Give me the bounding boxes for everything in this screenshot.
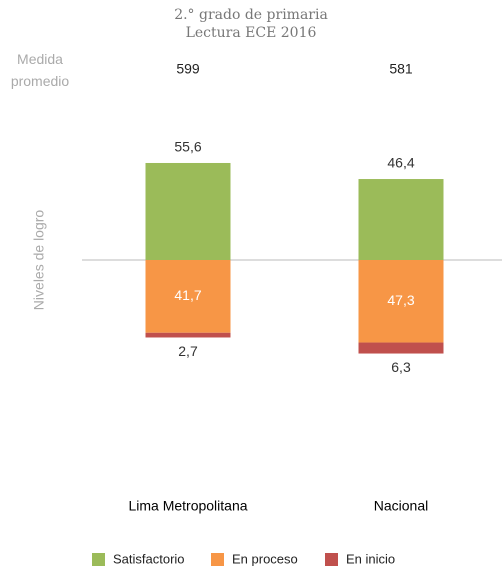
average-label: Medida promedio: [10, 51, 70, 89]
x-tick-label: Lima Metropolitana: [128, 498, 247, 514]
data-label: 41,7: [174, 287, 201, 303]
average-value: 581: [389, 61, 413, 77]
data-label: 46,4: [387, 155, 414, 171]
chart-subtitle: Lectura ECE 2016: [186, 25, 317, 41]
y-axis-label: Niveles de logro: [31, 210, 47, 311]
legend-swatch: [211, 553, 224, 566]
bar-segment: [145, 260, 231, 333]
data-label: 2,7: [178, 343, 198, 359]
average-value: 599: [176, 61, 200, 77]
chart-title: 2.° grado de primaria: [174, 7, 328, 23]
bar-segment: [358, 260, 444, 343]
bar-segment: [145, 332, 231, 338]
bar-segment: [358, 179, 444, 260]
x-tick-label: Nacional: [374, 498, 428, 514]
data-label: 6,3: [391, 359, 411, 375]
bar-segment: [358, 342, 444, 354]
data-label: 47,3: [387, 292, 414, 308]
data-label: 55,6: [174, 139, 201, 155]
legend-label: En proceso: [232, 551, 298, 566]
legend-label: Satisfactorio: [113, 551, 185, 566]
legend-label: En inicio: [346, 551, 395, 566]
legend-swatch: [325, 553, 338, 566]
bar-segment: [145, 162, 231, 260]
legend-swatch: [92, 553, 105, 566]
